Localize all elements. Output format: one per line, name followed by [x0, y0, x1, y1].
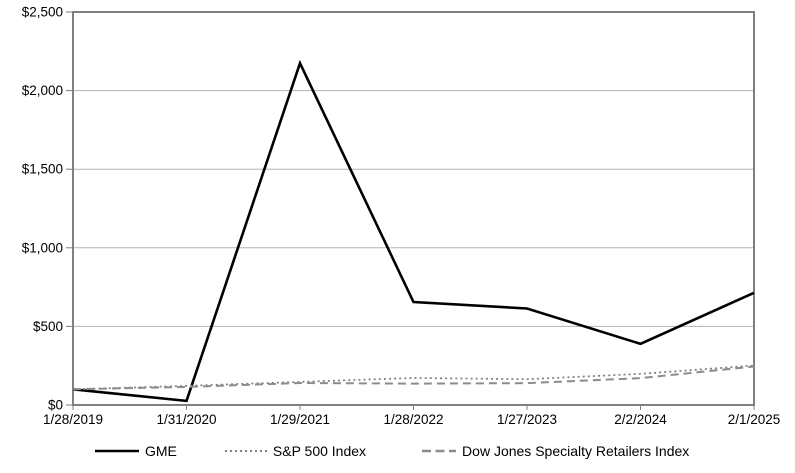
- series-line-gme: [72, 59, 755, 403]
- series-line-s-p-500-index: [72, 364, 755, 391]
- x-axis-label: 1/31/2020: [156, 412, 216, 427]
- y-axis-label: $1,000: [22, 240, 63, 255]
- y-axis-label: $500: [33, 319, 63, 334]
- dow-jones-line-swatch: [422, 449, 457, 453]
- y-axis-label: $0: [48, 398, 63, 413]
- legend-label-gme: GME: [145, 443, 177, 459]
- x-axis-label: 2/1/2025: [728, 412, 781, 427]
- plot-area: $0 $500 $1,000 $1,500 $2,000 $2,500 1/28/2019 1…: [22, 5, 781, 428]
- y-axis-label: $2,000: [22, 83, 63, 98]
- gme-line-swatch: [95, 449, 139, 453]
- plot-border: [72, 11, 755, 406]
- legend-item-gme: GME: [95, 443, 177, 459]
- chart-legend: GME S&P 500 Index Dow Jones Specialty Re…: [95, 443, 689, 459]
- sp500-line-swatch: [224, 450, 267, 452]
- series-line-dow-jones-specialty-retailers-index: [72, 365, 755, 391]
- x-axis-label: 2/2/2024: [614, 412, 667, 427]
- x-axis-label: 1/27/2023: [497, 412, 557, 427]
- legend-label-dow-jones: Dow Jones Specialty Retailers Index: [462, 443, 690, 459]
- y-axis-label: $2,500: [22, 5, 63, 20]
- x-axis-label: 1/28/2019: [43, 412, 103, 427]
- x-axis-label: 1/28/2022: [383, 412, 443, 427]
- x-axis-label: 1/29/2021: [270, 412, 330, 427]
- legend-label-sp500: S&P 500 Index: [272, 443, 367, 459]
- legend-item-sp500: S&P 500 Index: [224, 443, 367, 459]
- legend-item-dow-jones-specialty-retailers: Dow Jones Specialty Retailers Index: [422, 443, 689, 459]
- y-axis-label: $1,500: [22, 162, 63, 177]
